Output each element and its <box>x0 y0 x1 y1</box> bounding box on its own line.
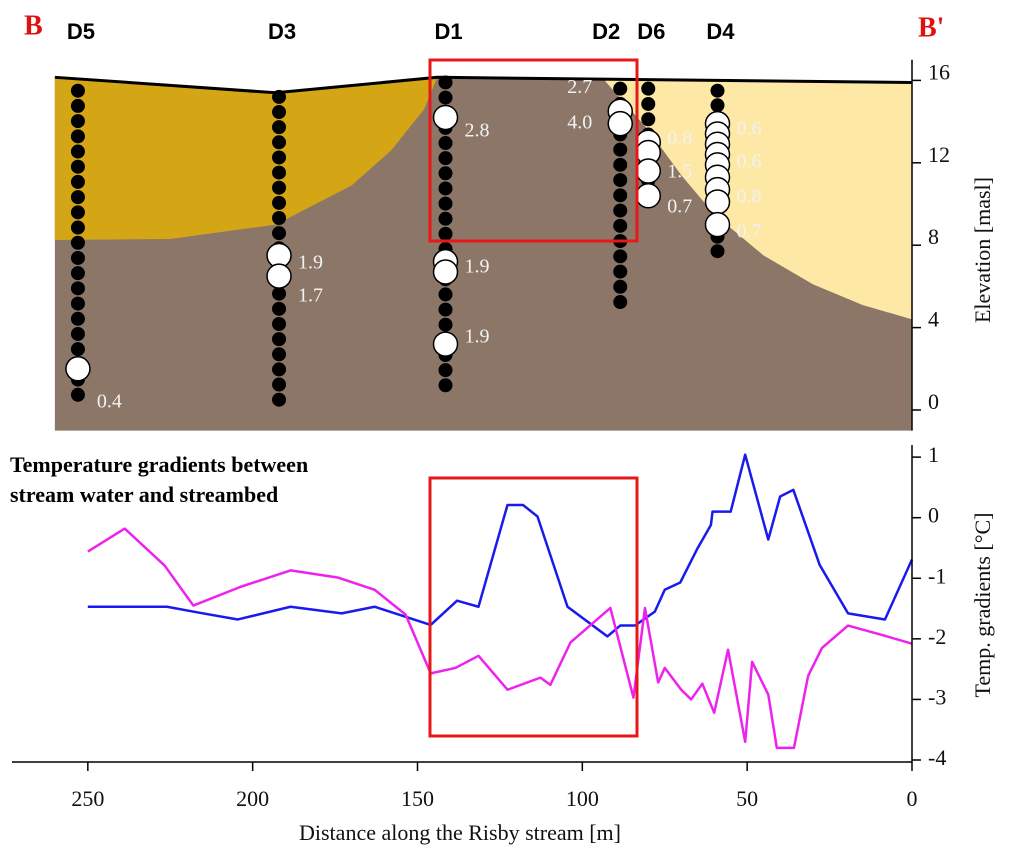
logger-value: 0.6 <box>736 150 761 172</box>
plot-area: 0.4 D5 1.9 1.7 D3 2.8 1.9 1.9 D1 2.7 4.0 D2 0.8 1.5 0.… <box>10 10 995 845</box>
logger-value: 2.7 <box>567 76 592 98</box>
temperature-logger <box>432 104 459 131</box>
borehole-name: D5 <box>67 19 95 44</box>
y-tick-label: -3 <box>928 684 946 709</box>
y-tick-label: 12 <box>928 142 950 167</box>
y-tick-label: 1 <box>928 442 939 467</box>
highlight-box <box>428 476 639 738</box>
logger-value: 1.7 <box>298 284 323 306</box>
temperature-logger <box>607 110 633 137</box>
y-tick-label: -1 <box>928 563 946 588</box>
borehole-name: D2 <box>592 19 620 44</box>
logger-value: 1.9 <box>465 325 490 347</box>
borehole-name: D4 <box>706 19 735 44</box>
borehole-name: D3 <box>268 19 296 44</box>
sediment-layer <box>54 77 438 241</box>
y-axis-title: Temp. gradients [°C] <box>970 512 995 697</box>
logger-value: 0.7 <box>667 196 692 218</box>
gradient-line <box>87 527 913 750</box>
y-tick-label: 0 <box>928 503 939 528</box>
borehole-name: D6 <box>637 19 665 44</box>
sediment-layer <box>605 79 912 320</box>
x-tick-label: 150 <box>401 786 434 811</box>
logger-value: 0.8 <box>736 185 761 207</box>
borehole-name: D1 <box>434 19 462 44</box>
x-tick-label: 0 <box>907 786 918 811</box>
temperature-logger <box>65 356 91 382</box>
ground-surface <box>54 75 913 95</box>
temperature-logger <box>704 189 731 215</box>
x-tick-label: 250 <box>71 786 104 811</box>
logger-value: 0.7 <box>736 220 761 242</box>
temperature-logger <box>266 263 292 289</box>
x-axis-title: Distance along the Risby stream [m] <box>299 820 621 845</box>
section-start-label: B <box>24 10 43 41</box>
logger-value: 1.9 <box>465 255 490 277</box>
section-end-label: B' <box>918 12 944 43</box>
y-tick-label: 16 <box>928 59 950 84</box>
temperature-logger <box>432 259 459 285</box>
temperature-logger <box>432 331 459 357</box>
logger-value: 0.4 <box>97 390 122 412</box>
highlight-box <box>428 58 639 243</box>
x-tick-label: 50 <box>736 786 758 811</box>
y-tick-label: 8 <box>928 224 939 249</box>
logger-value: 0.6 <box>736 117 761 139</box>
gradient-line <box>87 453 914 638</box>
temperature-logger <box>704 211 731 238</box>
panel-annotation: Temperature gradients between <box>10 452 308 477</box>
x-tick-label: 200 <box>236 786 269 811</box>
y-axis-title: Elevation [masl] <box>970 177 995 323</box>
logger-value: 4.0 <box>567 111 592 133</box>
y-tick-label: 4 <box>928 307 939 332</box>
panel-annotation: stream water and streambed <box>10 482 278 507</box>
logger-value: 1.5 <box>667 161 692 183</box>
y-tick-label: 0 <box>928 389 939 414</box>
logger-value: 2.8 <box>465 119 490 141</box>
logger-value: 1.9 <box>298 251 323 273</box>
y-tick-label: -4 <box>928 745 946 770</box>
y-tick-label: -2 <box>928 624 946 649</box>
temperature-logger <box>635 158 662 184</box>
temperature-logger <box>635 183 662 209</box>
x-tick-label: 100 <box>566 786 599 811</box>
logger-value: 0.8 <box>667 128 692 150</box>
